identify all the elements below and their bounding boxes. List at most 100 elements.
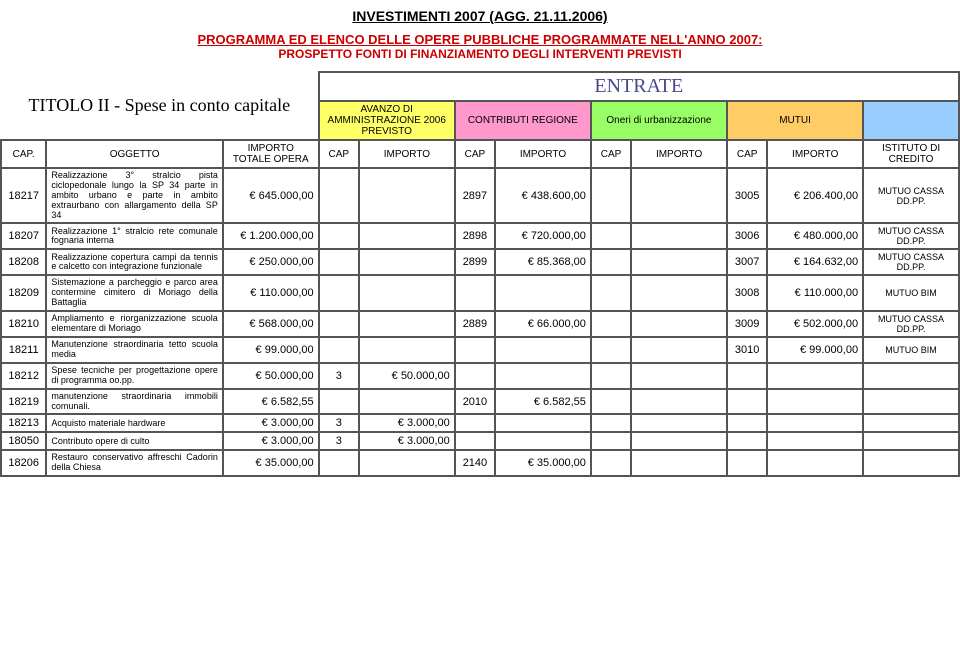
cell-cr_cap: 2899 xyxy=(455,249,495,275)
cell-cr_cap: 2010 xyxy=(455,389,495,415)
cell-on_imp xyxy=(631,450,727,476)
cell-cap: 18212 xyxy=(1,363,46,389)
col-on-cap: CAP xyxy=(591,140,631,168)
cell-tot: € 3.000,00 xyxy=(223,414,319,432)
table-row: 18217Realizzazione 3° stralcio pista cic… xyxy=(1,168,959,223)
col-cr-cap: CAP xyxy=(455,140,495,168)
subtitle-program: PROGRAMMA ED ELENCO DELLE OPERE PUBBLICH… xyxy=(0,28,960,47)
cell-tot: € 35.000,00 xyxy=(223,450,319,476)
cell-mu_imp xyxy=(767,432,863,450)
cell-cap: 18217 xyxy=(1,168,46,223)
table-row: 18210Ampliamento e riorganizzazione scuo… xyxy=(1,311,959,337)
col-oggetto: OGGETTO xyxy=(46,140,222,168)
cell-av_cap xyxy=(319,450,359,476)
cell-tot: € 568.000,00 xyxy=(223,311,319,337)
cell-mu_cap: 3007 xyxy=(727,249,767,275)
col-on-imp: IMPORTO xyxy=(631,140,727,168)
col-mu-imp: IMPORTO xyxy=(767,140,863,168)
cell-ist xyxy=(863,363,959,389)
investments-table: TITOLO II - Spese in conto capitale ENTR… xyxy=(0,71,960,477)
cell-mu_imp: € 206.400,00 xyxy=(767,168,863,223)
cell-mu_imp: € 110.000,00 xyxy=(767,275,863,311)
page-title: INVESTIMENTI 2007 (AGG. 21.11.2006) xyxy=(0,0,960,28)
cell-on_cap xyxy=(591,337,631,363)
cell-mu_cap xyxy=(727,450,767,476)
section-title: TITOLO II - Spese in conto capitale xyxy=(1,72,319,140)
cell-ist xyxy=(863,414,959,432)
cell-av_imp xyxy=(359,223,455,249)
cell-on_cap xyxy=(591,363,631,389)
table-row: 18206Restauro conservativo affreschi Cad… xyxy=(1,450,959,476)
cell-mu_cap xyxy=(727,414,767,432)
cell-tot: € 1.200.000,00 xyxy=(223,223,319,249)
cell-tot: € 250.000,00 xyxy=(223,249,319,275)
cell-ist: MUTUO BIM xyxy=(863,275,959,311)
cell-cap: 18050 xyxy=(1,432,46,450)
cell-mu_cap: 3010 xyxy=(727,337,767,363)
cell-mu_imp xyxy=(767,389,863,415)
cell-mu_imp: € 99.000,00 xyxy=(767,337,863,363)
cell-desc: Spese tecniche per progettazione opere d… xyxy=(46,363,222,389)
table-row: 18208Realizzazione copertura campi da te… xyxy=(1,249,959,275)
cell-cr_cap xyxy=(455,432,495,450)
cell-on_cap xyxy=(591,249,631,275)
table-row: 18209Sistemazione a parcheggio e parco a… xyxy=(1,275,959,311)
cell-av_cap: 3 xyxy=(319,363,359,389)
subtitle-prospetto: PROSPETTO FONTI DI FINANZIAMENTO DEGLI I… xyxy=(0,47,960,71)
entrate-header: ENTRATE xyxy=(319,72,959,101)
cell-mu_cap: 3005 xyxy=(727,168,767,223)
cell-on_imp xyxy=(631,337,727,363)
cell-tot: € 6.582,55 xyxy=(223,389,319,415)
cell-on_imp xyxy=(631,168,727,223)
cell-tot: € 3.000,00 xyxy=(223,432,319,450)
cell-ist: MUTUO CASSA DD.PP. xyxy=(863,311,959,337)
col-mu-cap: CAP xyxy=(727,140,767,168)
cell-ist: MUTUO CASSA DD.PP. xyxy=(863,168,959,223)
cell-tot: € 645.000,00 xyxy=(223,168,319,223)
cell-ist: MUTUO BIM xyxy=(863,337,959,363)
cell-av_imp: € 50.000,00 xyxy=(359,363,455,389)
hdr-oneri: Oneri di urbanizzazione xyxy=(591,101,727,140)
cell-av_imp xyxy=(359,311,455,337)
cell-desc: Restauro conservativo affreschi Cadorin … xyxy=(46,450,222,476)
cell-cr_imp xyxy=(495,275,591,311)
cell-on_cap xyxy=(591,168,631,223)
cell-av_cap xyxy=(319,168,359,223)
col-av-cap: CAP xyxy=(319,140,359,168)
cell-desc: Ampliamento e riorganizzazione scuola el… xyxy=(46,311,222,337)
cell-av_imp: € 3.000,00 xyxy=(359,414,455,432)
col-importo-totale: IMPORTO TOTALE OPERA xyxy=(223,140,319,168)
cell-av_cap xyxy=(319,275,359,311)
cell-on_cap xyxy=(591,275,631,311)
cell-desc: Sistemazione a parcheggio e parco area c… xyxy=(46,275,222,311)
cell-ist xyxy=(863,389,959,415)
cell-cap: 18207 xyxy=(1,223,46,249)
cell-on_cap xyxy=(591,414,631,432)
cell-cr_imp xyxy=(495,414,591,432)
cell-cap: 18211 xyxy=(1,337,46,363)
cell-cap: 18213 xyxy=(1,414,46,432)
table-row: 18211Manutenzione straordinaria tetto sc… xyxy=(1,337,959,363)
cell-cap: 18206 xyxy=(1,450,46,476)
cell-mu_imp: € 480.000,00 xyxy=(767,223,863,249)
cell-av_cap xyxy=(319,311,359,337)
cell-cap: 18219 xyxy=(1,389,46,415)
cell-cap: 18209 xyxy=(1,275,46,311)
cell-desc: manutenzione straordinaria immobili comu… xyxy=(46,389,222,415)
col-istituto: ISTITUTO DI CREDITO xyxy=(863,140,959,168)
table-row: 18219manutenzione straordinaria immobili… xyxy=(1,389,959,415)
cell-cr_cap xyxy=(455,275,495,311)
cell-ist xyxy=(863,450,959,476)
cell-on_cap xyxy=(591,311,631,337)
hdr-blank xyxy=(863,101,959,140)
table-row: 18207Realizzazione 1° stralcio rete comu… xyxy=(1,223,959,249)
cell-av_imp xyxy=(359,337,455,363)
cell-cr_imp: € 6.582,55 xyxy=(495,389,591,415)
cell-av_imp xyxy=(359,168,455,223)
cell-on_cap xyxy=(591,389,631,415)
cell-cr_cap: 2140 xyxy=(455,450,495,476)
cell-on_imp xyxy=(631,389,727,415)
cell-on_imp xyxy=(631,414,727,432)
hdr-mutui: MUTUI xyxy=(727,101,863,140)
cell-av_imp xyxy=(359,389,455,415)
